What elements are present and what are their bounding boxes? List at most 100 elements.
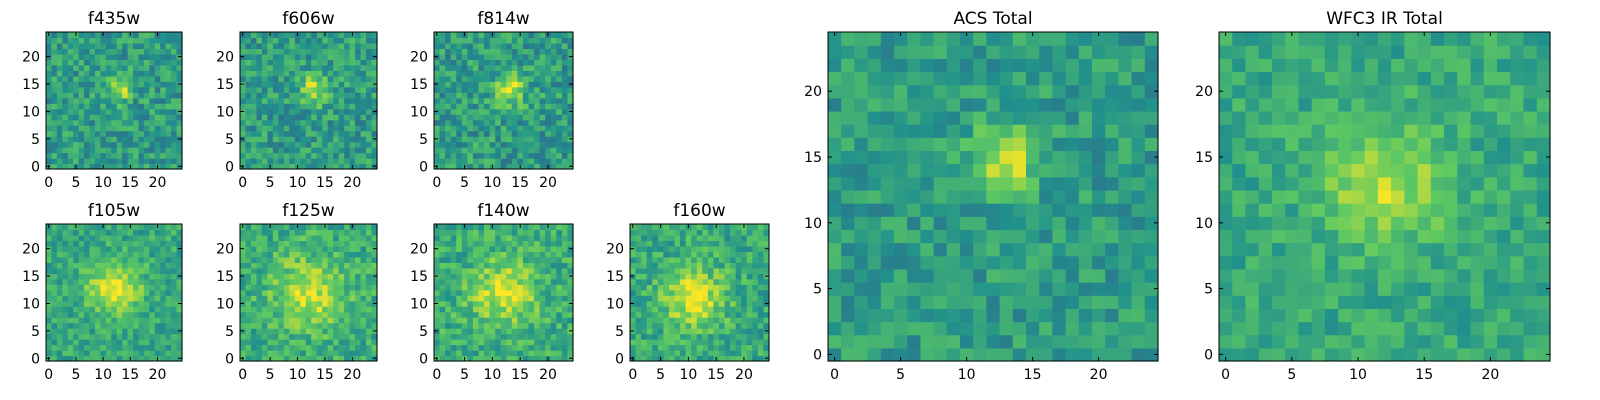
pixel-cell <box>933 321 948 336</box>
pixel-cell <box>730 284 737 291</box>
pixel-cell <box>741 256 748 263</box>
pixel-cell <box>539 97 546 104</box>
pixel-cell <box>1039 229 1053 244</box>
pixel-cell <box>495 229 502 236</box>
pixel-cell <box>355 136 362 143</box>
pixel-cell <box>133 245 140 252</box>
pixel-cell <box>267 75 274 82</box>
pixel-cell <box>663 355 670 362</box>
pixel-cell <box>62 224 69 231</box>
pixel-cell <box>880 308 895 323</box>
pixel-cell <box>46 152 53 159</box>
pixel-cell <box>556 355 563 362</box>
pixel-cell <box>730 306 737 313</box>
pixel-cell <box>56 267 63 274</box>
pixel-cell <box>165 234 172 242</box>
pixel-cell <box>127 97 134 104</box>
pixel-cell <box>78 147 85 154</box>
pixel-cell <box>1118 229 1133 244</box>
pixel-cell <box>300 64 307 71</box>
pixel-cell <box>149 333 156 340</box>
pixel-cell <box>338 70 345 77</box>
pixel-cell <box>94 262 101 269</box>
pixel-cell <box>138 289 145 296</box>
pixel-cell <box>67 306 74 313</box>
pixel-cell <box>327 245 334 252</box>
pixel-cell <box>1026 163 1040 178</box>
pixel-cell <box>652 245 659 252</box>
pixel-cell <box>450 32 457 39</box>
pixel-cell <box>550 339 557 346</box>
pixel-cell <box>933 242 948 257</box>
pixel-cell <box>333 103 340 110</box>
pixel-cell <box>467 339 474 346</box>
pixel-cell <box>305 245 312 252</box>
pixel-cell <box>333 125 340 132</box>
pixel-cell <box>484 48 491 55</box>
pixel-cell <box>305 229 312 236</box>
pixel-cell <box>133 70 140 77</box>
pixel-cell <box>550 234 557 242</box>
pixel-cell <box>84 245 91 252</box>
pixel-cell <box>51 256 58 263</box>
pixel-cell <box>311 229 318 236</box>
pixel-cell <box>171 70 178 77</box>
pixel-cell <box>545 97 552 104</box>
pixel-cell <box>250 108 258 115</box>
pixel-cell <box>327 224 334 231</box>
pixel-cell <box>240 289 247 296</box>
pixel-cell <box>267 125 274 132</box>
pixel-cell <box>283 81 290 88</box>
pixel-cell <box>567 256 574 263</box>
pixel-cell <box>1092 203 1106 217</box>
pixel-cell <box>149 295 156 302</box>
pixel-cell <box>371 262 378 269</box>
pixel-cell <box>484 53 491 60</box>
pixel-cell <box>344 53 351 60</box>
pixel-cell <box>149 125 156 132</box>
pixel-cell <box>116 284 123 291</box>
pixel-cell <box>1131 282 1146 296</box>
pixel-cell <box>62 333 69 340</box>
pixel-cell <box>171 147 178 154</box>
pixel-cell <box>461 284 468 291</box>
pixel-cell <box>439 53 446 60</box>
pixel-cell <box>1118 163 1133 178</box>
pixel-cell <box>567 262 574 269</box>
pixel-cell <box>111 92 118 99</box>
pixel-cell <box>506 224 513 231</box>
pixel-cell <box>567 317 574 324</box>
pixel-cell <box>294 273 301 280</box>
pixel-cell <box>517 229 524 236</box>
pixel-cell <box>78 289 85 296</box>
pixel-cell <box>366 267 373 274</box>
pixel-cell <box>746 344 753 351</box>
pixel-cell <box>702 344 709 351</box>
pixel-cell <box>143 114 150 121</box>
pixel-cell <box>256 300 263 307</box>
pixel-cell <box>67 114 74 121</box>
pixel-cell <box>143 70 150 77</box>
pixel-cell <box>550 300 557 307</box>
pixel-cell <box>338 267 345 274</box>
pixel-cell <box>735 267 742 274</box>
pixel-cell <box>84 224 91 231</box>
pixel-cell <box>133 114 140 121</box>
pixel-cell <box>674 339 681 346</box>
pixel-cell <box>528 328 535 335</box>
pixel-cell <box>506 86 513 93</box>
pixel-cell <box>506 350 513 357</box>
pixel-cell <box>371 289 378 296</box>
pixel-cell <box>294 125 301 132</box>
pixel-cell <box>668 333 676 340</box>
pixel-cell <box>344 350 351 357</box>
pixel-cell <box>111 125 118 132</box>
pixel-cell <box>327 229 334 236</box>
pixel-cell <box>450 53 457 60</box>
pixel-cell <box>300 328 307 335</box>
pixel-cell <box>445 64 452 71</box>
pixel-cell <box>283 300 290 307</box>
pixel-cell <box>338 295 345 302</box>
pixel-cell <box>256 322 263 329</box>
